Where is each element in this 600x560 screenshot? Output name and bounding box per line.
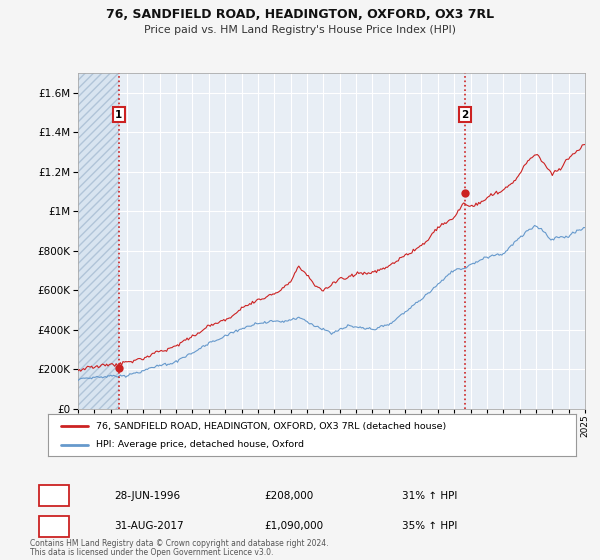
Text: 76, SANDFIELD ROAD, HEADINGTON, OXFORD, OX3 7RL: 76, SANDFIELD ROAD, HEADINGTON, OXFORD, … [106,8,494,21]
HPI: Average price, detached house, Oxford: (1.99e+03, 1.44e+05): Average price, detached house, Oxford: (… [74,377,82,384]
76, SANDFIELD ROAD, HEADINGTON, OXFORD, OX3 7RL (detached house) [584,138,592,145]
Text: Price paid vs. HM Land Registry's House Price Index (HPI): Price paid vs. HM Land Registry's House … [144,25,456,35]
HPI: Average price, detached house, Oxford: (2.01e+03, 4.13e+05): Average price, detached house, Oxford: (… [343,324,350,330]
HPI: Average price, detached house, Oxford: (2e+03, 1.6e+05): Average price, detached house, Oxford: (… [92,374,100,380]
76, SANDFIELD ROAD, HEADINGTON, OXFORD, OX3 7RL (detached house) [595,143,600,150]
Text: 1: 1 [115,110,122,120]
76, SANDFIELD ROAD, HEADINGTON, OXFORD, OX3 7RL (detached house) [596,142,600,149]
Text: £208,000: £208,000 [264,491,313,501]
76, SANDFIELD ROAD, HEADINGTON, OXFORD, OX3 7RL (detached house) [526,157,533,164]
HPI: Average price, detached house, Oxford: (2.02e+03, 9.28e+05): Average price, detached house, Oxford: (… [531,222,538,229]
HPI: Average price, detached house, Oxford: (2.03e+03, 9.22e+05): Average price, detached house, Oxford: (… [593,223,600,230]
Text: 28-JUN-1996: 28-JUN-1996 [114,491,180,501]
HPI: Average price, detached house, Oxford: (2.02e+03, 9.01e+05): Average price, detached house, Oxford: (… [524,227,532,234]
Text: 31-AUG-2017: 31-AUG-2017 [114,521,184,531]
76, SANDFIELD ROAD, HEADINGTON, OXFORD, OX3 7RL (detached house) [448,216,455,223]
Text: 2: 2 [461,110,469,120]
Line: HPI: Average price, detached house, Oxford: HPI: Average price, detached house, Oxfo… [78,226,600,380]
76, SANDFIELD ROAD, HEADINGTON, OXFORD, OX3 7RL (detached house) [110,361,117,368]
76, SANDFIELD ROAD, HEADINGTON, OXFORD, OX3 7RL (detached house) [344,274,352,281]
Text: 35% ↑ HPI: 35% ↑ HPI [402,521,457,531]
Text: 1: 1 [50,491,58,501]
Line: 76, SANDFIELD ROAD, HEADINGTON, OXFORD, OX3 7RL (detached house): 76, SANDFIELD ROAD, HEADINGTON, OXFORD, … [78,142,600,371]
76, SANDFIELD ROAD, HEADINGTON, OXFORD, OX3 7RL (detached house) [94,362,101,369]
76, SANDFIELD ROAD, HEADINGTON, OXFORD, OX3 7RL (detached house) [77,368,85,375]
Text: 76, SANDFIELD ROAD, HEADINGTON, OXFORD, OX3 7RL (detached house): 76, SANDFIELD ROAD, HEADINGTON, OXFORD, … [95,422,446,431]
Bar [78,73,119,409]
HPI: Average price, detached house, Oxford: (2e+03, 1.65e+05): Average price, detached house, Oxford: (… [109,373,116,380]
Text: This data is licensed under the Open Government Licence v3.0.: This data is licensed under the Open Gov… [30,548,274,557]
Text: 31% ↑ HPI: 31% ↑ HPI [402,491,457,501]
Text: Contains HM Land Registry data © Crown copyright and database right 2024.: Contains HM Land Registry data © Crown c… [30,539,329,548]
Text: 2: 2 [50,521,58,531]
Text: £1,090,000: £1,090,000 [264,521,323,531]
76, SANDFIELD ROAD, HEADINGTON, OXFORD, OX3 7RL (detached house) [74,367,82,374]
HPI: Average price, detached house, Oxford: (2.03e+03, 9.18e+05): Average price, detached house, Oxford: (… [596,224,600,231]
Text: HPI: Average price, detached house, Oxford: HPI: Average price, detached house, Oxfo… [95,440,304,449]
HPI: Average price, detached house, Oxford: (2.02e+03, 6.82e+05): Average price, detached house, Oxford: (… [446,270,454,277]
